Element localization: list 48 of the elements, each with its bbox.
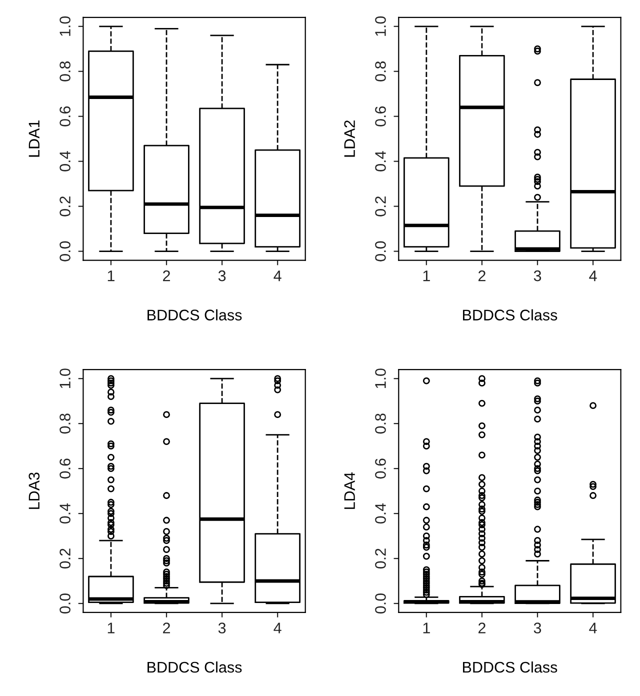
y-tick-label: 0.8 bbox=[60, 61, 70, 82]
y-tick-label: 0.6 bbox=[60, 458, 70, 479]
x-tick-label: 1 bbox=[423, 622, 430, 634]
y-axis-title: LDA1 bbox=[28, 120, 40, 157]
y-tick-label: 0.8 bbox=[375, 414, 386, 434]
y-axis-title: LDA3 bbox=[28, 472, 40, 509]
y-axis-title: LDA2 bbox=[344, 120, 355, 157]
y-tick-label: 1.0 bbox=[60, 16, 70, 36]
y-axis-title: LDA4 bbox=[344, 472, 355, 509]
x-tick-label: 1 bbox=[108, 270, 114, 282]
y-tick-label: 0.2 bbox=[375, 548, 386, 569]
x-axis-title: BDDCS Class bbox=[148, 661, 242, 673]
x-axis-title: BDDCS Class bbox=[463, 309, 558, 320]
x-axis-title: BDDCS Class bbox=[148, 309, 242, 320]
x-tick-label: 4 bbox=[274, 622, 282, 634]
x-tick-label: 3 bbox=[218, 622, 226, 634]
y-tick-label: 0.6 bbox=[375, 458, 386, 479]
x-tick-label: 4 bbox=[589, 270, 597, 282]
y-tick-label: 1.0 bbox=[375, 16, 386, 36]
x-tick-label: 3 bbox=[534, 270, 542, 282]
x-tick-label: 2 bbox=[478, 270, 486, 282]
y-tick-label: 0.6 bbox=[60, 106, 70, 126]
y-tick-label: 0.4 bbox=[60, 503, 70, 524]
x-tick-label: 1 bbox=[108, 622, 114, 634]
y-tick-label: 0.8 bbox=[375, 61, 386, 82]
y-tick-label: 0.4 bbox=[375, 151, 386, 172]
y-tick-label: 0.4 bbox=[60, 151, 70, 172]
x-tick-label: 2 bbox=[163, 270, 170, 282]
y-tick-label: 0.0 bbox=[60, 593, 70, 614]
y-tick-label: 0.2 bbox=[60, 196, 70, 216]
y-tick-label: 0.0 bbox=[60, 241, 70, 262]
y-tick-label: 0.0 bbox=[375, 593, 386, 614]
y-tick-label: 0.0 bbox=[375, 241, 386, 262]
x-tick-label: 4 bbox=[274, 270, 282, 282]
x-tick-label: 4 bbox=[589, 622, 597, 634]
x-tick-label: 2 bbox=[478, 622, 486, 634]
x-tick-label: 2 bbox=[163, 622, 170, 634]
x-tick-label: 1 bbox=[423, 270, 430, 282]
y-tick-label: 0.2 bbox=[60, 548, 70, 569]
x-tick-label: 3 bbox=[534, 622, 542, 634]
x-tick-label: 3 bbox=[218, 270, 226, 282]
x-axis-title: BDDCS Class bbox=[463, 661, 558, 673]
y-tick-label: 0.2 bbox=[375, 196, 386, 216]
y-tick-label: 0.8 bbox=[60, 414, 70, 434]
y-tick-label: 0.4 bbox=[375, 503, 386, 524]
y-tick-label: 1.0 bbox=[60, 368, 70, 388]
y-tick-label: 1.0 bbox=[375, 368, 386, 388]
y-tick-label: 0.6 bbox=[375, 106, 386, 126]
